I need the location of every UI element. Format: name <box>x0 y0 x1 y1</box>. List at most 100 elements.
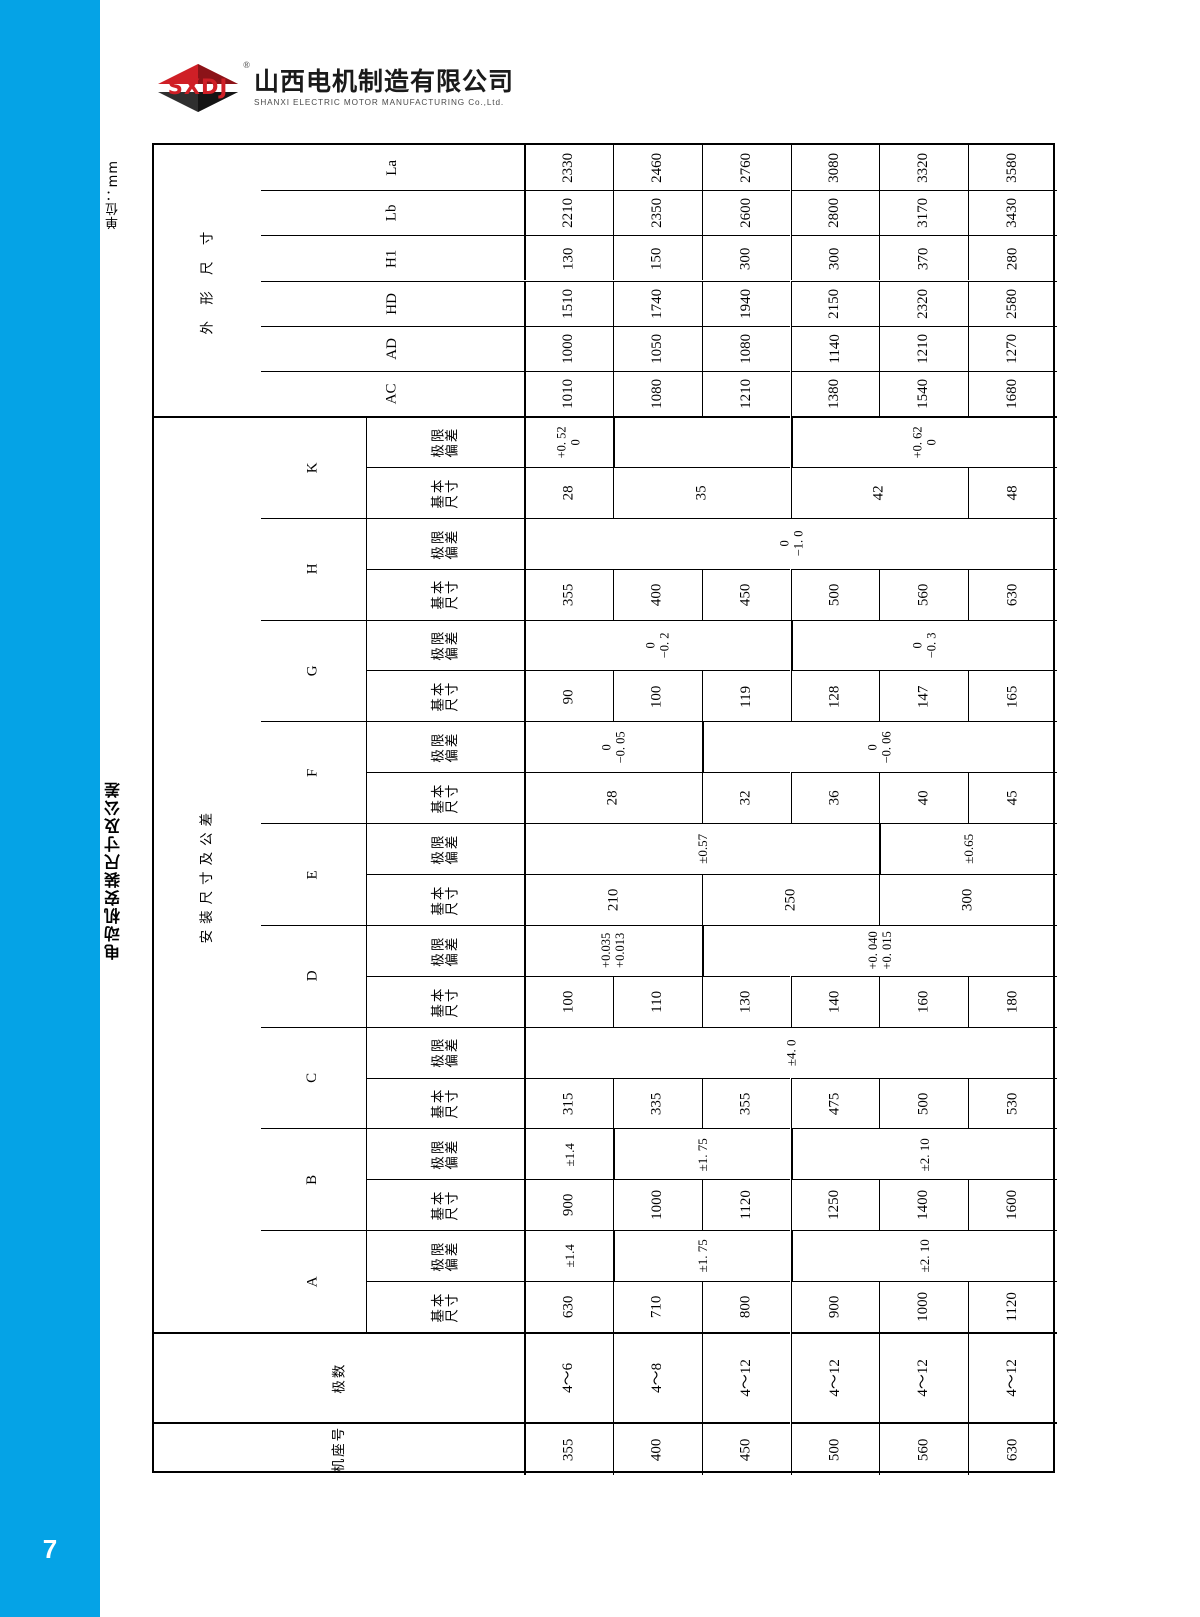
cell-text: 2350 <box>648 198 665 229</box>
cell-text: 500 <box>826 583 843 606</box>
cell-text: 3320 <box>915 152 932 183</box>
outline-value: 3170 <box>879 190 969 236</box>
cell-text: 400 <box>648 1438 665 1461</box>
basic-size-value: 1120 <box>968 1281 1057 1332</box>
sxdj-logo-icon: SXDJ ® <box>152 60 250 114</box>
basic-size-value: 180 <box>968 975 1057 1027</box>
cell-text: 0 −0. 2 <box>643 632 673 659</box>
cell-text: La <box>383 159 400 176</box>
cell-text: 1680 <box>1004 378 1021 409</box>
cell-text: 355 <box>737 1092 754 1115</box>
cell-text: 极限 偏差 <box>430 528 461 560</box>
cell-text: 140 <box>826 990 843 1013</box>
cell-text: +0. 62 0 <box>910 426 939 459</box>
outline-value: 2320 <box>879 280 969 326</box>
cell-text: 4～12 <box>737 1359 754 1397</box>
cell-text: 560 <box>915 1438 932 1461</box>
cell-text: 2150 <box>826 288 843 319</box>
basic-size-value: 710 <box>612 1281 702 1332</box>
cell-text: AD <box>383 337 400 360</box>
cell-text: 2580 <box>1004 288 1021 319</box>
group-label-outline: 外 形 尺 寸 <box>154 145 261 416</box>
cell-text: 1510 <box>560 288 577 319</box>
cell-text: 1000 <box>560 333 577 364</box>
sublabel-basic: 基本 尺寸 <box>366 670 524 722</box>
outline-symbol-Lb: Lb <box>261 190 524 235</box>
cell-text: 1080 <box>648 378 665 409</box>
cell-text: 1050 <box>648 333 665 364</box>
outline-value: 1210 <box>701 370 791 416</box>
cell-text: 基本 尺寸 <box>430 1087 461 1119</box>
poles-value: 4～12 <box>790 1332 880 1422</box>
outline-value: 2760 <box>701 145 791 191</box>
basic-size-value: 1600 <box>968 1179 1057 1231</box>
tolerance-value: 0 −1. 0 <box>524 517 1057 569</box>
cell-text: ±0.57 <box>694 834 710 864</box>
cell-text: 1600 <box>1004 1190 1021 1221</box>
cell-text: 1120 <box>737 1190 754 1220</box>
cell-text: 300 <box>737 247 754 270</box>
cell-text: C <box>304 1073 321 1084</box>
outline-symbol-AC: AC <box>261 370 524 416</box>
poles-value: 4～12 <box>701 1332 791 1422</box>
cell-text: 100 <box>560 990 577 1013</box>
basic-size-value: 48 <box>968 466 1057 518</box>
basic-size-value: 530 <box>968 1077 1057 1129</box>
cell-text: 基本 尺寸 <box>430 1291 461 1323</box>
cell-text: 0 −0. 06 <box>865 731 895 764</box>
basic-size-value: 35 <box>612 466 791 518</box>
cell-text: 1250 <box>826 1190 843 1221</box>
frame-size-value: 450 <box>701 1422 791 1475</box>
cell-text: 335 <box>648 1092 665 1115</box>
cell-text: ±1. 75 <box>694 1239 710 1273</box>
cell-text: 机座号 <box>330 1426 347 1473</box>
cell-text: H1 <box>383 249 400 268</box>
cell-text: 极限 偏差 <box>430 1037 461 1069</box>
basic-size-value: 475 <box>790 1077 880 1129</box>
company-name-cn: 山西电机制造有限公司 <box>254 66 515 96</box>
outline-value: 2800 <box>790 190 880 236</box>
cell-text: 极限 偏差 <box>430 935 461 967</box>
tolerance-value: 0 −0. 05 <box>524 721 702 773</box>
cell-text: 2330 <box>560 152 577 183</box>
cell-text: 370 <box>915 247 932 270</box>
cell-text: 300 <box>959 888 976 912</box>
company-logo: SXDJ ® 山西电机制造有限公司 SHANXI ELECTRIC MOTOR … <box>152 60 515 114</box>
sublabel-basic: 基本 尺寸 <box>366 1281 524 1332</box>
cell-text: 500 <box>826 1438 843 1461</box>
cell-text: 安装尺寸及公差 <box>199 806 216 944</box>
cell-text: 3580 <box>1004 152 1021 183</box>
cell-text: AC <box>383 383 400 405</box>
page-number: 7 <box>42 1534 58 1564</box>
sublabel-limit: 极限 偏差 <box>366 416 524 467</box>
outline-value: 1080 <box>701 325 791 371</box>
outline-value: 1380 <box>790 370 880 416</box>
cell-text: 128 <box>826 685 843 708</box>
outline-value: 130 <box>524 235 613 281</box>
basic-size-value: 147 <box>879 670 969 722</box>
tolerance-value: 0 −0. 2 <box>524 619 791 671</box>
sublabel-limit: 极限 偏差 <box>366 1230 524 1282</box>
cell-text: G <box>304 665 321 677</box>
cell-text: 119 <box>737 685 754 708</box>
tolerance-value: ±0.57 <box>524 823 880 874</box>
basic-size-value: 1400 <box>879 1179 969 1231</box>
basic-size-value: 130 <box>701 975 791 1027</box>
svg-text:SXDJ: SXDJ <box>168 75 229 99</box>
row-label-frame: 机座号 <box>154 1422 524 1475</box>
cell-text: 1010 <box>560 378 577 409</box>
cell-text: 基本 尺寸 <box>430 579 461 611</box>
basic-size-value: 1120 <box>701 1179 791 1231</box>
outline-value: 1510 <box>524 280 613 326</box>
basic-size-value: 800 <box>701 1281 791 1332</box>
tolerance-value <box>612 416 791 467</box>
cell-text: 1940 <box>737 288 754 319</box>
cell-text: F <box>304 768 321 777</box>
dimension-symbol-K: K <box>261 416 366 518</box>
poles-value: 4～12 <box>968 1332 1057 1422</box>
outline-value: 2350 <box>612 190 702 236</box>
basic-size-value: 630 <box>524 1281 613 1332</box>
basic-size-value: 560 <box>879 568 969 620</box>
cell-text: 1140 <box>826 334 843 364</box>
cell-text: ±1.4 <box>561 1142 577 1167</box>
